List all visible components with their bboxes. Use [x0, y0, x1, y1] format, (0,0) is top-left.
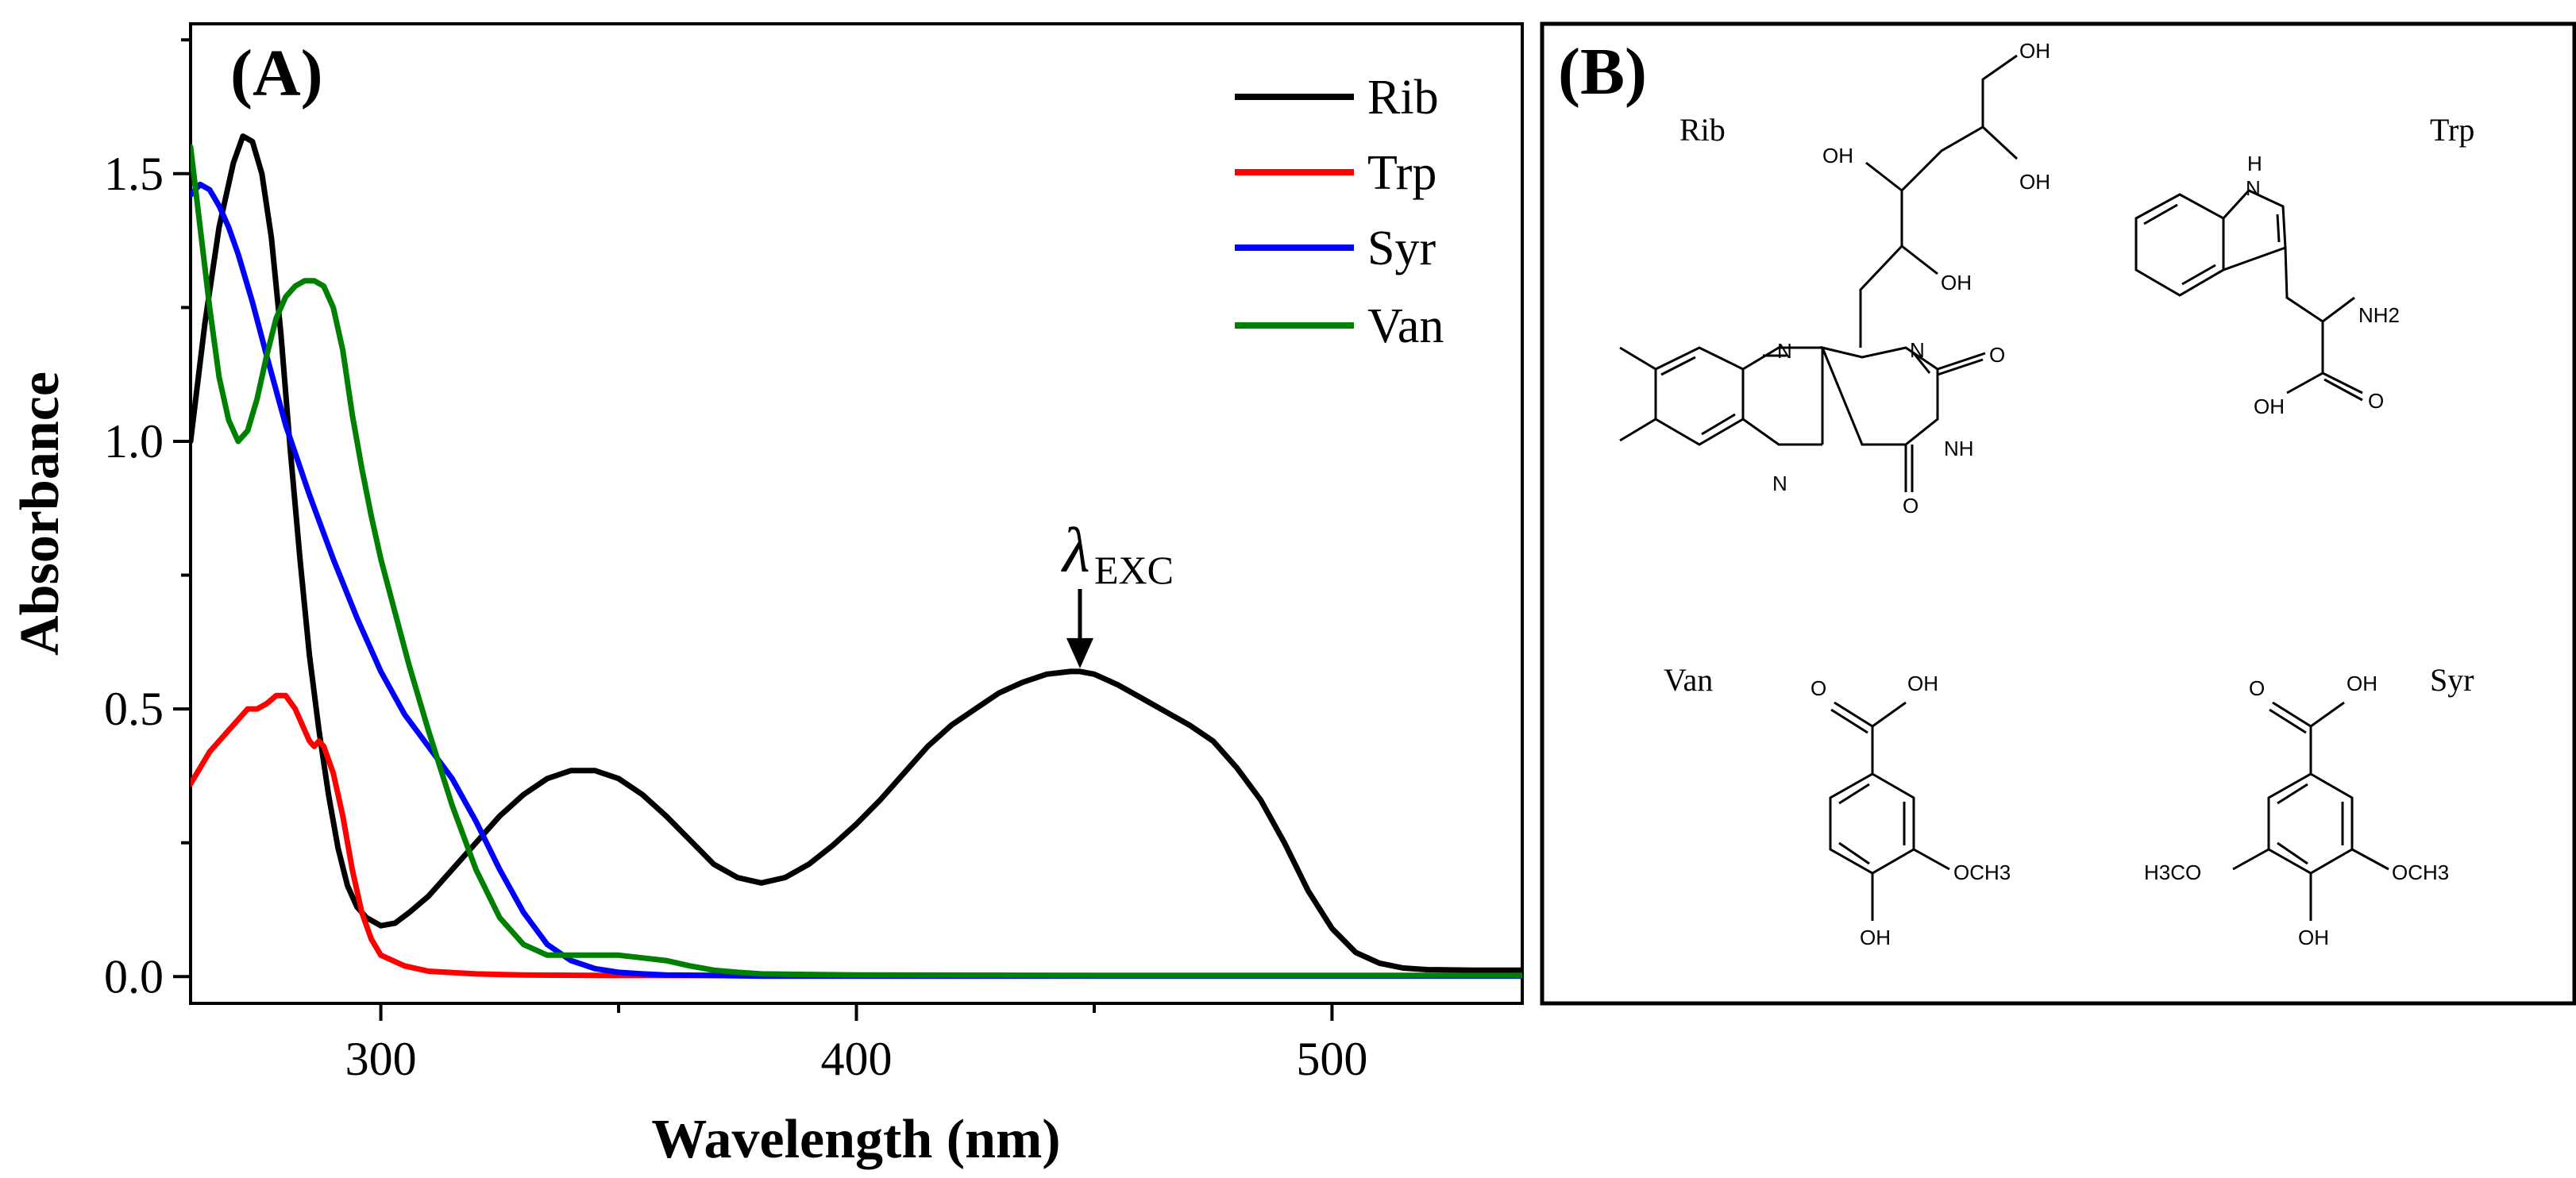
structure-vanillic-acid: Van O OH OCH3 OH — [1664, 662, 2011, 949]
axis-ticks: 300 400 500 0.0 0.5 1.0 1.5 — [104, 38, 1367, 1085]
trp-h: H — [2247, 152, 2262, 175]
series-line-van — [191, 144, 1522, 979]
rib-n-1: N — [1910, 338, 1925, 362]
trp-nh2: NH2 — [2358, 303, 2400, 327]
arrow-head-icon — [1066, 637, 1093, 668]
x-tick-label: 500 — [1296, 1033, 1367, 1085]
syr-o: O — [2249, 676, 2265, 700]
series-line-syr — [191, 181, 1522, 980]
compound-label-van: Van — [1664, 662, 1713, 698]
series-line-rib — [191, 133, 1522, 973]
lambda-symbol: λ — [1061, 516, 1090, 586]
van-oh: OH — [1860, 926, 1891, 949]
rib-oh-2: OH — [1941, 271, 1972, 294]
excitation-annotation: λ EXC — [1061, 516, 1174, 668]
rib-o-4: O — [1903, 494, 1919, 518]
legend-label-rib: Rib — [1367, 71, 1439, 125]
rib-o-2: O — [1989, 343, 2005, 367]
legend-label-syr: Syr — [1367, 221, 1436, 275]
y-axis-title: Absorbance — [10, 371, 71, 656]
rib-n-5: N — [1772, 472, 1787, 495]
syr-oh: OH — [2298, 926, 2329, 949]
rib-oh-1: OH — [1822, 144, 1853, 167]
structure-syringic-acid: Syr O OH H3CO OCH3 OH — [2144, 662, 2474, 949]
x-tick-label: 400 — [821, 1033, 893, 1085]
legend: Rib Trp Syr Van — [1235, 71, 1444, 353]
rib-nh-3: NH — [1944, 437, 1974, 460]
series-line-trp — [191, 692, 1522, 979]
legend-entry-rib: Rib — [1235, 71, 1439, 125]
legend-entry-van: Van — [1235, 299, 1444, 353]
y-tick-label: 0.5 — [104, 683, 164, 735]
panel-a: 300 400 500 0.0 0.5 1.0 1.5 (A) Rib Trp Syr Va… — [10, 22, 1524, 1170]
trp-o: O — [2368, 389, 2384, 413]
legend-label-trp: Trp — [1367, 146, 1436, 200]
benzene-ring — [1654, 346, 1745, 446]
y-tick-label: 1.5 — [104, 148, 164, 200]
rib-oh-4: OH — [2019, 39, 2050, 63]
panel-b: (B) Rib OH OH OH OH — [1540, 21, 2576, 1006]
rib-n-10: N — [1777, 339, 1792, 363]
lambda-subscript: EXC — [1094, 548, 1174, 592]
y-tick-label: 0.0 — [104, 950, 164, 1003]
compound-label-syr: Syr — [2430, 662, 2474, 698]
data-lines — [191, 133, 1522, 980]
indole-pyrrole-ring — [2222, 189, 2287, 271]
legend-entry-syr: Syr — [1235, 221, 1436, 275]
panel-b-label: (B) — [1558, 35, 1647, 109]
compound-label-trp: Trp — [2430, 112, 2474, 148]
van-o: O — [1811, 676, 1826, 700]
van-oh-acid: OH — [1907, 672, 1938, 695]
syr-benzene-ring — [2267, 772, 2354, 875]
van-och3: OCH3 — [1953, 860, 2011, 884]
y-tick-label: 1.0 — [104, 415, 164, 468]
trp-n: N — [2246, 176, 2261, 200]
syr-och3: OCH3 — [2392, 860, 2449, 884]
structure-tryptophan: Trp H N NH2 OH O — [2134, 112, 2474, 418]
x-tick-label: 300 — [345, 1033, 417, 1085]
van-benzene-ring — [1829, 772, 1915, 875]
syr-h3co: H3CO — [2144, 860, 2201, 884]
structure-riboflavin: Rib OH OH OH OH N — [1619, 39, 2050, 518]
panel-a-label: (A) — [230, 37, 323, 110]
indole-benzene-ring — [2134, 193, 2225, 297]
structures-frame — [1540, 21, 2576, 1006]
ribityl-chain — [1859, 54, 2018, 348]
rib-oh-3: OH — [2019, 170, 2050, 194]
compound-label-rib: Rib — [1679, 112, 1726, 148]
legend-entry-trp: Trp — [1235, 146, 1436, 200]
trp-oh: OH — [2254, 395, 2285, 418]
legend-label-van: Van — [1367, 299, 1444, 353]
syr-oh-acid: OH — [2347, 672, 2377, 695]
x-axis-title: Wavelength (nm) — [651, 1109, 1060, 1170]
